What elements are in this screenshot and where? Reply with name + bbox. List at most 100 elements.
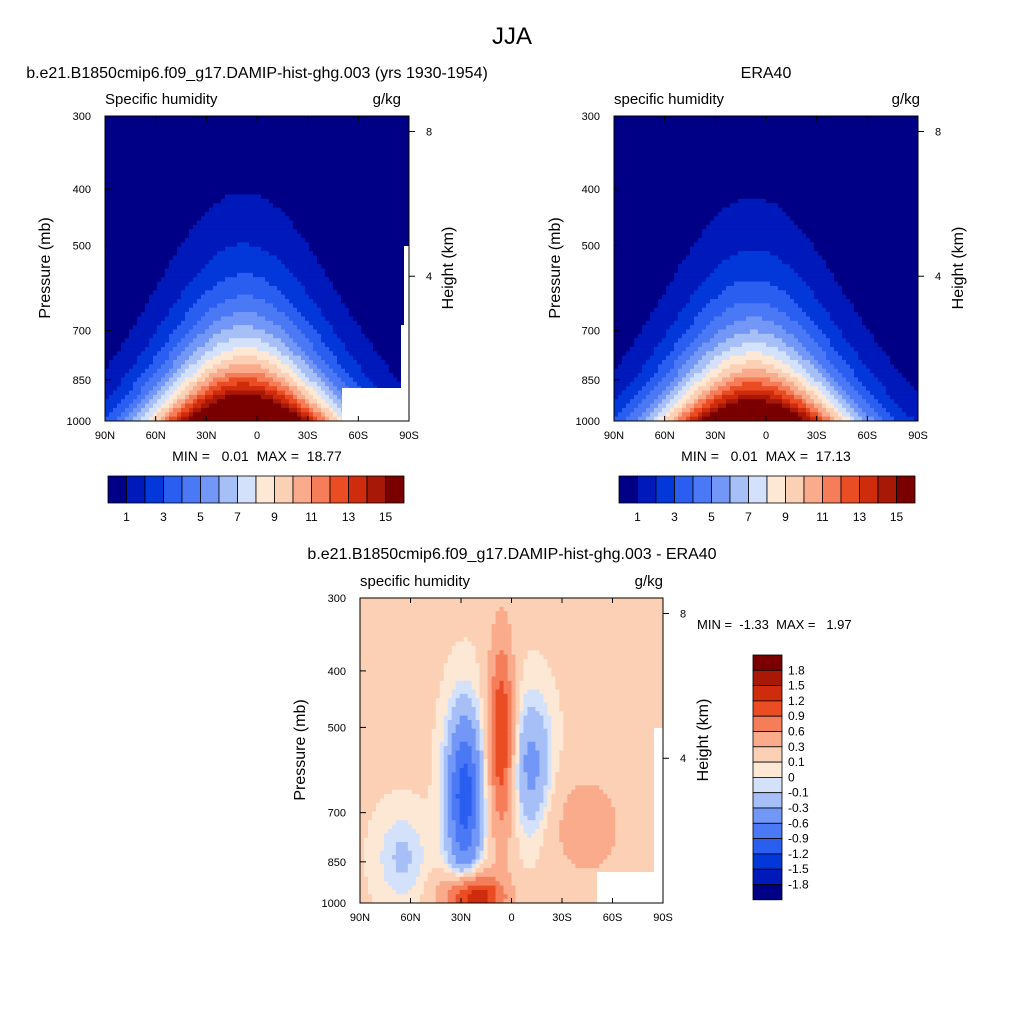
- contour-cell: [337, 320, 342, 326]
- contour-cell: [361, 320, 366, 326]
- contour-cell: [273, 185, 278, 191]
- contour-cell: [125, 198, 130, 204]
- contour-cell: [205, 207, 210, 213]
- contour-cell: [141, 285, 146, 291]
- contour-cell: [129, 303, 134, 309]
- contour-cell: [153, 172, 158, 178]
- contour-cell: [273, 264, 278, 270]
- contour-cell: [233, 320, 238, 326]
- contour-cell: [397, 255, 402, 261]
- contour-cell: [393, 259, 398, 265]
- contour-cell: [137, 373, 142, 379]
- contour-cell: [133, 224, 138, 230]
- contour-cell: [185, 338, 190, 344]
- contour-cell: [225, 246, 230, 252]
- contour-cell: [401, 303, 406, 309]
- contour-cell: [249, 394, 254, 400]
- contour-cell: [265, 386, 270, 392]
- contour-cell: [153, 220, 158, 226]
- contour-cell: [317, 159, 322, 165]
- contour-cell: [105, 329, 110, 335]
- contour-cell: [369, 168, 374, 174]
- contour-cell: [281, 242, 286, 248]
- contour-cell: [153, 277, 158, 283]
- contour-cell: [281, 373, 286, 379]
- contour-cell: [253, 146, 258, 152]
- contour-cell: [401, 150, 406, 156]
- contour-cell: [173, 320, 178, 326]
- contour-cell: [317, 346, 322, 352]
- contour-cell: [197, 124, 202, 130]
- contour-cell: [141, 264, 146, 270]
- contour-cell: [109, 129, 114, 135]
- contour-cell: [113, 351, 118, 357]
- contour-cell: [333, 150, 338, 156]
- contour-cell: [273, 285, 278, 291]
- contour-cell: [125, 251, 130, 257]
- contour-cell: [133, 264, 138, 270]
- contour-cell: [345, 224, 350, 230]
- contour-cell: [265, 251, 270, 257]
- contour-cell: [237, 277, 242, 283]
- contour-cell: [197, 381, 202, 387]
- contour-cell: [305, 246, 310, 252]
- contour-cell: [197, 216, 202, 222]
- contour-cell: [217, 251, 222, 257]
- contour-cell: [237, 255, 242, 261]
- contour-cell: [325, 190, 330, 196]
- contour-cell: [201, 172, 206, 178]
- contour-cell: [237, 203, 242, 209]
- contour-cell: [205, 238, 210, 243]
- contour-cell: [237, 181, 242, 187]
- contour-cell: [185, 246, 190, 252]
- contour-cell: [197, 163, 202, 169]
- contour-cell: [153, 360, 158, 365]
- contour-cell: [113, 181, 118, 187]
- contour-cell: [225, 285, 230, 291]
- contour-cell: [337, 272, 342, 278]
- contour-cell: [225, 229, 230, 235]
- contour-cell: [133, 146, 138, 152]
- contour-cell: [377, 120, 382, 126]
- contour-cell: [193, 399, 198, 405]
- contour-cell: [145, 246, 150, 252]
- contour-cell: [225, 120, 230, 126]
- contour-cell: [301, 238, 306, 243]
- contour-cell: [285, 229, 290, 235]
- contour-cell: [125, 185, 130, 191]
- contour-cell: [121, 333, 126, 339]
- contour-cell: [361, 233, 366, 239]
- contour-cell: [265, 185, 270, 191]
- contour-cell: [257, 146, 262, 152]
- contour-cell: [229, 142, 234, 148]
- contour-cell: [337, 373, 342, 379]
- contour-cell: [225, 346, 230, 352]
- contour-cell: [401, 146, 406, 152]
- contour-cell: [181, 346, 186, 352]
- contour-cell: [157, 238, 162, 243]
- contour-cell: [109, 233, 114, 239]
- contour-cell: [305, 281, 310, 287]
- contour-cell: [341, 246, 346, 252]
- contour-cell: [253, 394, 258, 400]
- contour-cell: [277, 246, 282, 252]
- contour-cell: [293, 264, 298, 270]
- contour-cell: [305, 381, 310, 387]
- contour-cell: [229, 163, 234, 169]
- contour-cell: [329, 150, 334, 156]
- contour-cell: [169, 277, 174, 283]
- contour-cell: [161, 198, 166, 204]
- contour-cell: [237, 159, 242, 165]
- contour-cell: [281, 346, 286, 352]
- contour-cell: [313, 285, 318, 291]
- contour-cell: [197, 242, 202, 248]
- contour-cell: [169, 281, 174, 287]
- contour-cell: [141, 355, 146, 361]
- contour-cell: [121, 194, 126, 200]
- contour-cell: [281, 320, 286, 326]
- contour-cell: [233, 290, 238, 296]
- contour-cell: [257, 190, 262, 196]
- contour-cell: [165, 294, 170, 300]
- contour-cell: [305, 268, 310, 274]
- contour-cell: [261, 181, 266, 187]
